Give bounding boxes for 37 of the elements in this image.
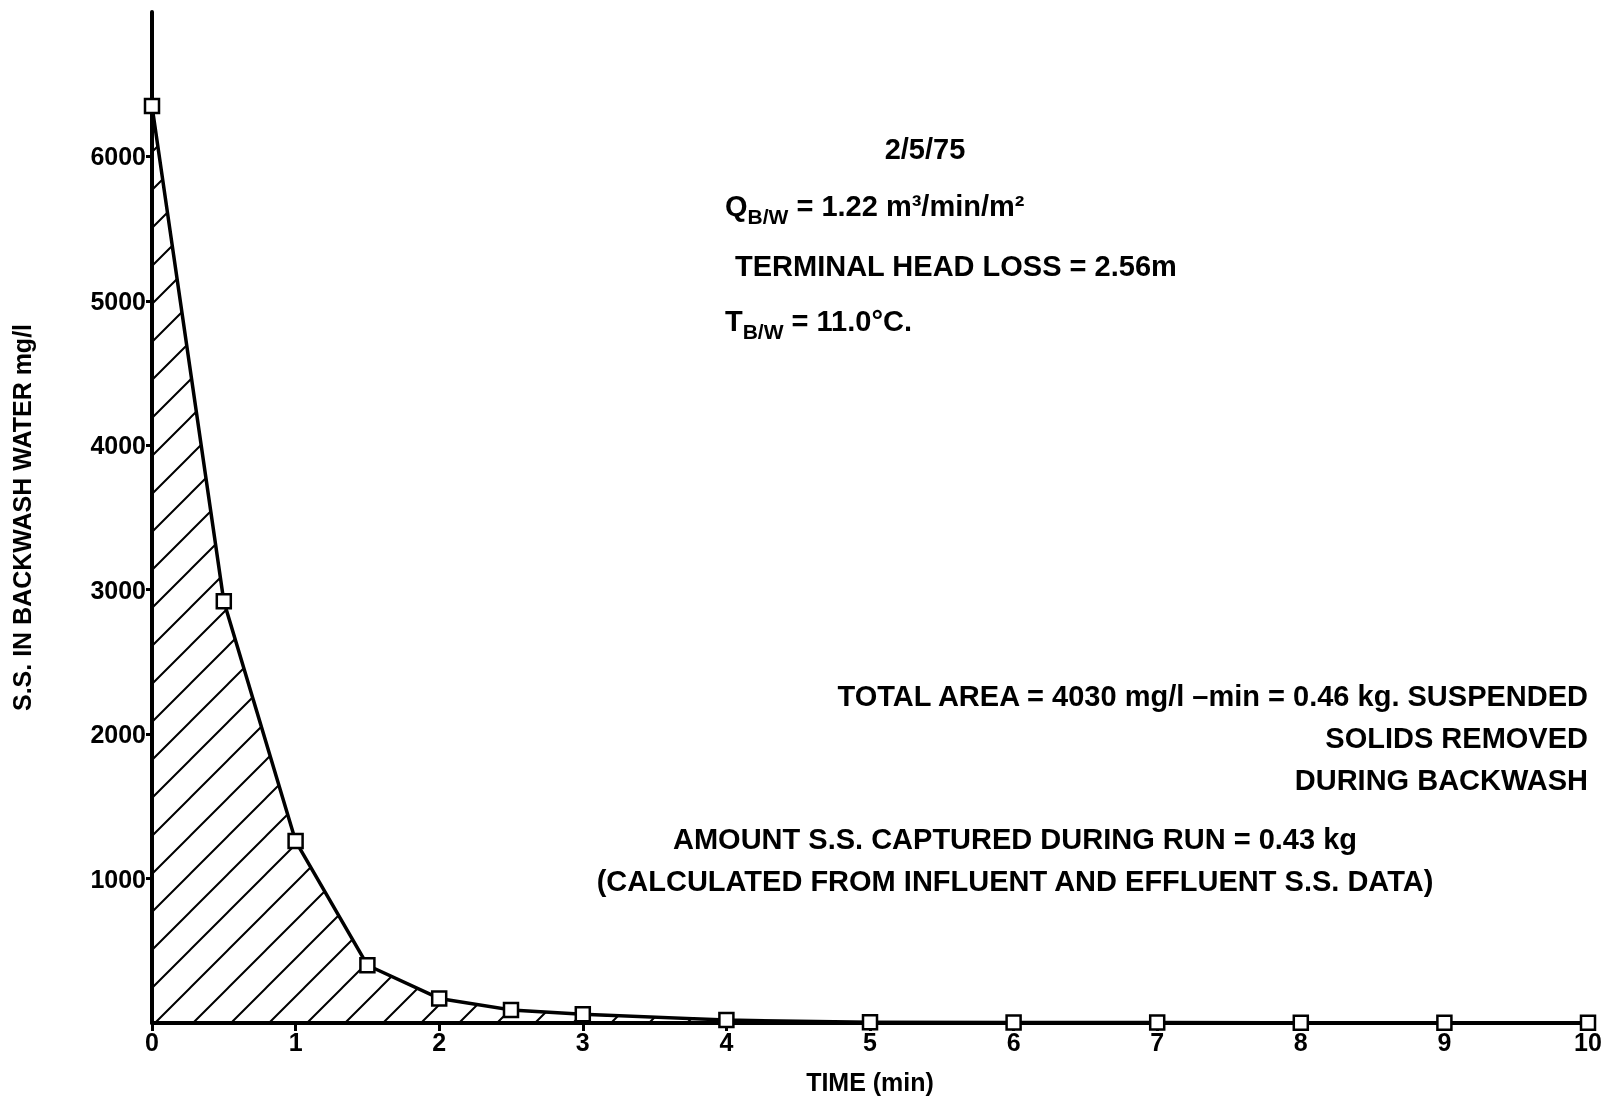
point	[1005, 1014, 1022, 1031]
x-tick-label: 6	[1006, 1027, 1021, 1056]
x-tick-label: 2	[432, 1027, 447, 1056]
point	[215, 593, 233, 610]
y-tick-label: 3000	[90, 575, 146, 604]
point	[1579, 1014, 1597, 1031]
point	[430, 990, 448, 1007]
point	[718, 1011, 735, 1029]
y-tick-label: 5000	[90, 286, 146, 315]
point	[861, 1014, 879, 1031]
y-tick-label: 4000	[90, 431, 146, 460]
x-axis-title: TIME (min)	[806, 1067, 934, 1096]
point	[1292, 1014, 1310, 1031]
point	[143, 97, 161, 115]
x-tick-label: 0	[145, 1027, 159, 1056]
x-tick-label: 10	[1574, 1027, 1602, 1056]
y-tick-label: 1000	[90, 864, 146, 893]
annotation: AMOUNT S.S. CAPTURED DURING RUN = 0.43 kg (CALCULATED FROM INFLUENT AND EFFLUENT S.S. DATA)	[596, 823, 1434, 897]
x-tick-label: 4	[719, 1027, 734, 1056]
point	[1436, 1014, 1453, 1031]
x-tick-label: 9	[1437, 1027, 1452, 1056]
annotation: 2/5/75	[884, 133, 966, 165]
point	[287, 832, 304, 850]
annotation: TERMINAL HEAD LOSS = 2.56m	[735, 250, 1177, 282]
y-axis-title: S.S. IN BACKWASH WATER mg/l	[7, 323, 36, 712]
x-tick-label: 5	[863, 1027, 878, 1056]
annotation: TOTAL AREA = 4030 mg/l –min = 0.46 kg. SUSPENDED SOLIDS REMOVED DURING BACKWASH	[837, 680, 1588, 796]
point	[1148, 1014, 1166, 1031]
x-tick-label: 3	[575, 1027, 590, 1056]
point	[359, 956, 376, 974]
y-tick-label: 6000	[90, 142, 146, 171]
y-tick-label: 2000	[90, 720, 146, 749]
x-tick-label: 1	[288, 1027, 303, 1056]
point	[574, 1006, 592, 1023]
x-tick-label: 7	[1150, 1027, 1165, 1056]
x-tick-label: 8	[1293, 1027, 1308, 1056]
point	[502, 1001, 520, 1019]
